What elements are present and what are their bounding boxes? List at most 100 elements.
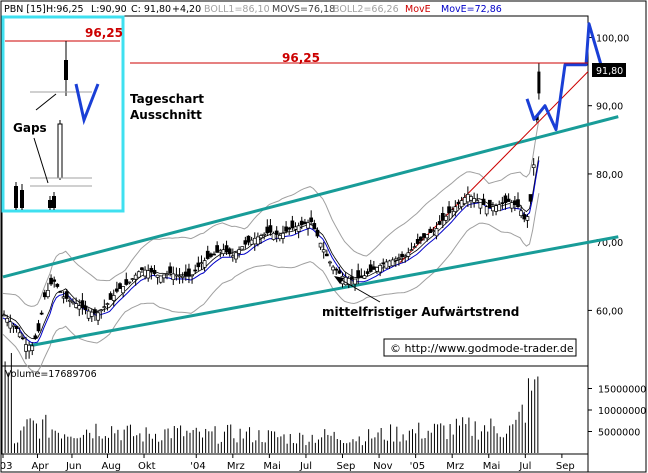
candle-body — [277, 235, 282, 240]
candle-body — [309, 217, 314, 223]
candle-body — [42, 292, 47, 298]
candle-body — [143, 269, 147, 277]
gaps-label: Gaps — [13, 121, 47, 135]
candle-body — [393, 258, 398, 261]
candle-body — [36, 323, 41, 332]
candle-body — [252, 237, 257, 245]
x-tick-label: Jun — [65, 461, 82, 472]
candle-body — [99, 309, 104, 312]
candle-body — [212, 253, 216, 256]
candle-body — [428, 228, 433, 233]
inset-candle-body — [64, 60, 68, 80]
candle-body — [525, 216, 530, 221]
candle-body — [121, 286, 125, 294]
candle-body — [49, 277, 53, 285]
header-change: +4,20 — [172, 4, 201, 15]
x-tick-label: '04 — [190, 461, 205, 472]
bollinger-lower — [2, 193, 540, 373]
candle-body — [293, 226, 298, 230]
candle-body — [140, 267, 144, 270]
candle-body — [111, 295, 116, 301]
candle-body — [437, 221, 442, 225]
volume-bars — [4, 352, 539, 453]
candle-body — [400, 253, 404, 258]
candle-body — [183, 271, 188, 277]
candle-body — [456, 201, 461, 204]
y-tick-label: 80,00 — [596, 170, 623, 181]
movs-line — [2, 156, 540, 340]
candle-body — [321, 249, 326, 253]
tageschart-label-2: Ausschnitt — [130, 108, 202, 122]
candle-body — [472, 198, 476, 203]
gaps-arrow — [35, 93, 57, 111]
candle-body — [209, 253, 213, 257]
candle-body — [105, 303, 110, 305]
candle-body — [246, 235, 251, 243]
candle-body — [415, 238, 420, 244]
candle-body — [447, 206, 451, 214]
candle-body — [2, 314, 6, 317]
candle-body — [381, 262, 386, 265]
candle-body — [406, 252, 411, 257]
candle-body — [312, 223, 317, 230]
candle-body — [268, 225, 273, 233]
candle-body — [165, 273, 169, 276]
candle-body — [27, 344, 31, 352]
candle-body — [136, 271, 141, 278]
volume-axis: 15000000 10000000 5000000 — [588, 385, 646, 439]
candle-body — [20, 337, 25, 340]
x-tick-label: '05 — [410, 461, 425, 472]
x-tick-label: Mai — [263, 461, 281, 472]
candle-body — [205, 250, 210, 259]
candle-body — [484, 206, 489, 215]
candle-body — [462, 197, 467, 204]
x-tick-label: Mrz — [227, 461, 245, 472]
inset-resistance-label: 96,25 — [85, 26, 123, 40]
candle-body — [96, 312, 100, 321]
candle-body — [93, 309, 97, 314]
candle-body — [234, 252, 238, 260]
candle-body — [412, 246, 417, 248]
header-close: C: 91,80 — [131, 4, 171, 15]
candle-body — [158, 275, 163, 283]
last-price-badge — [592, 63, 626, 77]
candle-body — [52, 279, 57, 282]
x-tick-label: Apr — [31, 461, 49, 472]
copyright-box — [383, 338, 577, 357]
candle-body — [303, 221, 307, 225]
candle-body — [265, 226, 270, 234]
candle-body — [440, 212, 445, 221]
candle-body — [80, 300, 85, 309]
candle-body — [331, 266, 335, 271]
candle-body — [74, 303, 78, 308]
candle-body — [299, 220, 304, 226]
header-move: MovE — [405, 4, 431, 15]
candle-body — [274, 230, 279, 235]
candle-body — [89, 311, 94, 317]
copyright-text: © http://www.godmode-trader.de — [390, 342, 574, 355]
candle-body — [127, 281, 132, 284]
candle-body — [17, 332, 22, 338]
candle-body — [68, 299, 72, 302]
candle-body — [318, 242, 323, 248]
candle-body — [287, 227, 292, 230]
candle-body — [503, 195, 508, 203]
candle-body — [33, 335, 38, 339]
candle-body — [171, 273, 176, 280]
candle-body — [221, 249, 226, 255]
candle-body — [365, 271, 370, 274]
candle-body — [30, 345, 35, 351]
candle-body — [133, 274, 138, 280]
candle-body — [168, 266, 172, 274]
candle-body — [193, 269, 198, 272]
candle-body — [199, 262, 204, 264]
y-tick-label: 100,00 — [596, 33, 629, 44]
candle-body — [390, 259, 395, 267]
candle-body — [509, 202, 514, 209]
candle-body — [227, 248, 232, 255]
candle-body — [519, 210, 523, 217]
candle-body — [378, 265, 382, 273]
last-price-text: 91,80 — [596, 66, 623, 77]
candle-body — [362, 275, 367, 279]
candle-body — [359, 275, 364, 278]
